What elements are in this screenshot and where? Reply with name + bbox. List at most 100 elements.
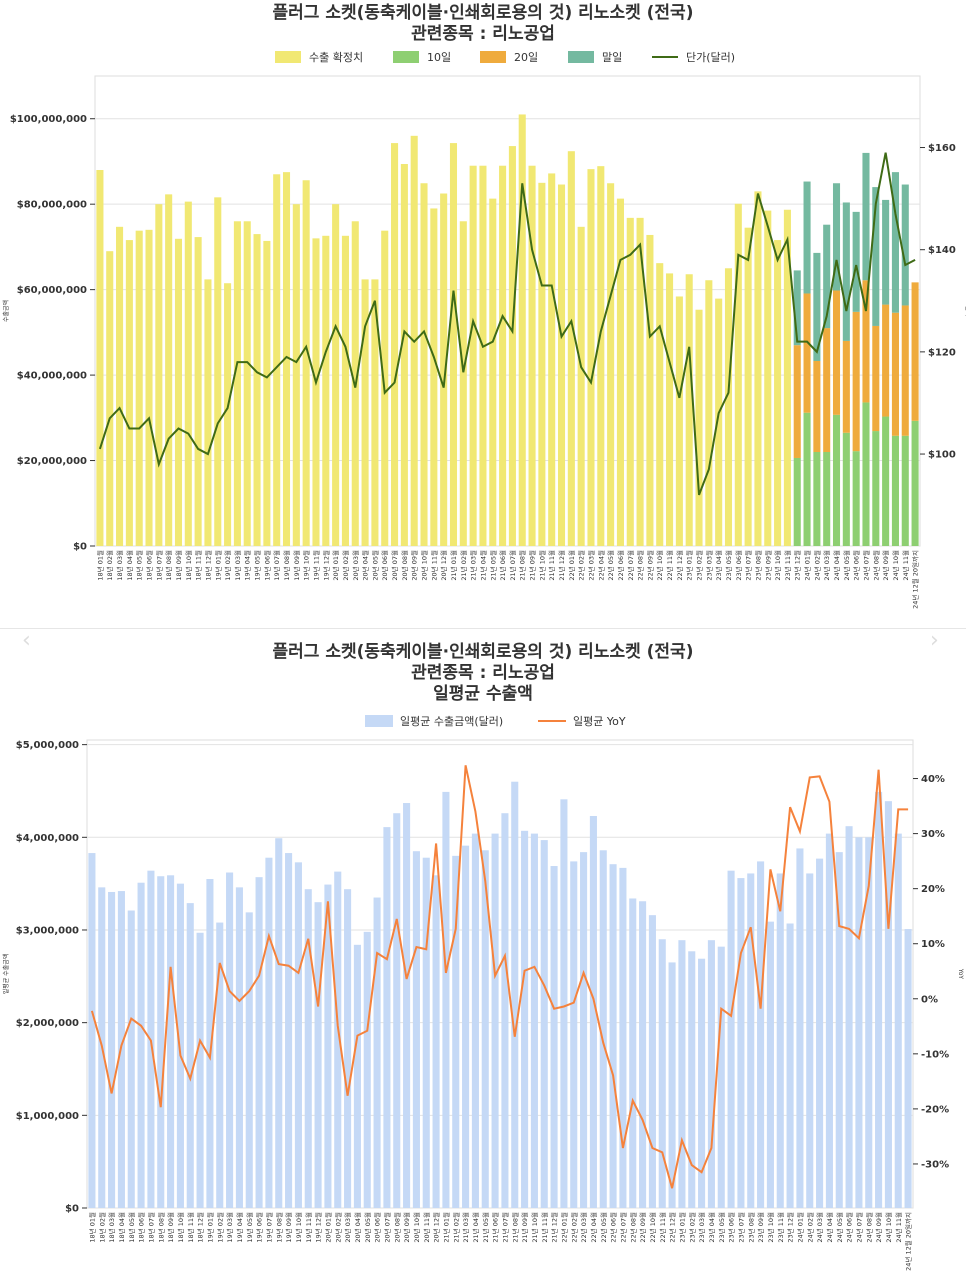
bar-confirmed (194, 237, 202, 546)
bar-confirmed (440, 193, 448, 546)
y-tick-label: $80,000,000 (17, 200, 87, 211)
bar-confirmed (734, 203, 742, 546)
x-tick-label: 20년 02월 (341, 550, 350, 581)
bar-10d (882, 416, 890, 546)
x-tick-label: 24년 04월 (825, 1212, 834, 1243)
bar-20d (803, 293, 811, 413)
x-tick-label: 18년 03월 (107, 1212, 116, 1243)
x-tick-label: 24년 12월 20일까지 (904, 1212, 913, 1271)
chevron-right-icon[interactable]: › (930, 628, 939, 653)
bar-daily-avg (285, 853, 293, 1208)
bar-confirmed (528, 165, 536, 546)
bar-daily-avg (550, 866, 558, 1208)
bar-confirmed (371, 279, 379, 546)
bar-daily-avg (462, 845, 470, 1208)
bar-daily-avg (383, 827, 391, 1208)
bar-confirmed (695, 309, 703, 546)
bar-confirmed (341, 235, 349, 547)
x-tick-label: 19년 11월 (311, 550, 320, 581)
bar-confirmed (479, 165, 487, 546)
chart-1: 플러그 소켓(동축케이블·인쇄회로용의 것) 리노소켓 (전국)관련종목 : 리… (2, 3, 966, 609)
x-tick-label: 18년 07월 (146, 1212, 155, 1243)
bar-daily-avg (619, 867, 627, 1208)
legend-label: 수출 확정치 (309, 51, 363, 64)
chart-title: 플러그 소켓(동축케이블·인쇄회로용의 것) 리노소켓 (전국) (273, 642, 694, 662)
x-tick-label: 24년 08월 (871, 550, 880, 581)
bar-confirmed (616, 198, 624, 547)
x-tick-label: 22년 09월 (638, 1212, 647, 1243)
x-tick-label: 21년 09월 (528, 550, 537, 581)
bar-daily-avg (353, 944, 361, 1208)
bar-confirmed (273, 174, 281, 547)
bar-confirmed (675, 296, 683, 546)
bar-daily-avg (501, 813, 509, 1208)
bar-20d (891, 312, 899, 436)
bar-10d (832, 414, 841, 546)
x-tick-label: 20년 12월 (439, 550, 448, 581)
x-tick-label: 23년 04월 (714, 550, 723, 581)
x-tick-label: 24년 12월 20일까지 (911, 550, 920, 609)
y-tick-label: $20,000,000 (17, 456, 87, 467)
legend-swatch (568, 51, 594, 63)
x-tick-label: 19년 04월 (243, 550, 252, 581)
x-tick-label: 22년 10월 (648, 1212, 657, 1243)
x-tick-label: 24년 10월 (891, 550, 900, 581)
bar-confirmed (125, 240, 133, 546)
y-tick-label: $100,000,000 (10, 114, 87, 125)
x-tick-label: 23년 03월 (697, 1212, 706, 1243)
x-tick-label: 20년 02월 (333, 1212, 342, 1243)
x-tick-label: 22년 06월 (616, 550, 625, 581)
bar-20d (882, 304, 890, 417)
bar-daily-avg (403, 803, 411, 1208)
bar-end (842, 202, 850, 341)
bar-daily-avg (678, 940, 686, 1208)
y-tick-label: $3,000,000 (16, 925, 79, 936)
x-tick-label: 19년 06월 (255, 1212, 264, 1243)
bar-daily-avg (442, 791, 450, 1208)
y-tick-label: $40,000,000 (17, 371, 87, 382)
y-tick-label: $2,000,000 (16, 1018, 79, 1029)
bar-confirmed (116, 226, 124, 546)
y-tick-label: $5,000,000 (16, 740, 79, 751)
x-tick-label: 20년 07월 (382, 1212, 391, 1243)
bar-10d (911, 420, 919, 546)
bar-daily-avg (196, 932, 204, 1208)
x-tick-label: 21년 12월 (550, 1212, 559, 1243)
x-tick-label: 18년 03월 (115, 550, 124, 581)
x-tick-label: 23년 10월 (766, 1212, 775, 1243)
bar-confirmed (155, 204, 163, 546)
bar-daily-avg (344, 889, 352, 1208)
bar-daily-avg (776, 873, 784, 1208)
x-tick-label: 22년 11월 (658, 1212, 667, 1243)
bar-daily-avg (580, 852, 588, 1208)
x-tick-label: 18년 08월 (156, 1212, 165, 1243)
bar-daily-avg (816, 858, 824, 1208)
bar-confirmed (312, 238, 320, 546)
x-tick-label: 24년 09월 (874, 1212, 883, 1243)
x-tick-label: 23년 08월 (753, 550, 762, 581)
bar-daily-avg (894, 833, 902, 1208)
x-tick-label: 20년 05월 (370, 550, 379, 581)
bar-daily-avg (216, 922, 224, 1208)
x-tick-label: 20년 04월 (353, 1212, 362, 1243)
x-tick-label: 20년 07월 (390, 550, 399, 581)
bar-confirmed (204, 279, 212, 546)
chevron-left-icon[interactable]: ‹ (22, 628, 31, 653)
bar-daily-avg (432, 875, 440, 1208)
x-tick-label: 23년 04월 (707, 1212, 716, 1243)
x-tick-label: 22년 04월 (596, 550, 605, 581)
bar-confirmed (174, 238, 183, 547)
x-tick-label: 18년 02월 (105, 550, 114, 581)
x-tick-label: 18년 02월 (97, 1212, 106, 1243)
y2-tick-label: $160 (928, 143, 956, 154)
y2-tick-label: 40% (921, 774, 945, 785)
x-tick-label: 20년 03월 (351, 550, 360, 581)
bar-end (872, 187, 880, 326)
legend-label: 10일 (427, 50, 451, 64)
bar-daily-avg (560, 799, 568, 1208)
bar-10d (901, 435, 909, 546)
x-tick-label: 19년 03월 (225, 1212, 234, 1243)
bar-daily-avg (796, 848, 804, 1208)
x-tick-label: 22년 06월 (609, 1212, 618, 1243)
bar-daily-avg (412, 851, 420, 1208)
